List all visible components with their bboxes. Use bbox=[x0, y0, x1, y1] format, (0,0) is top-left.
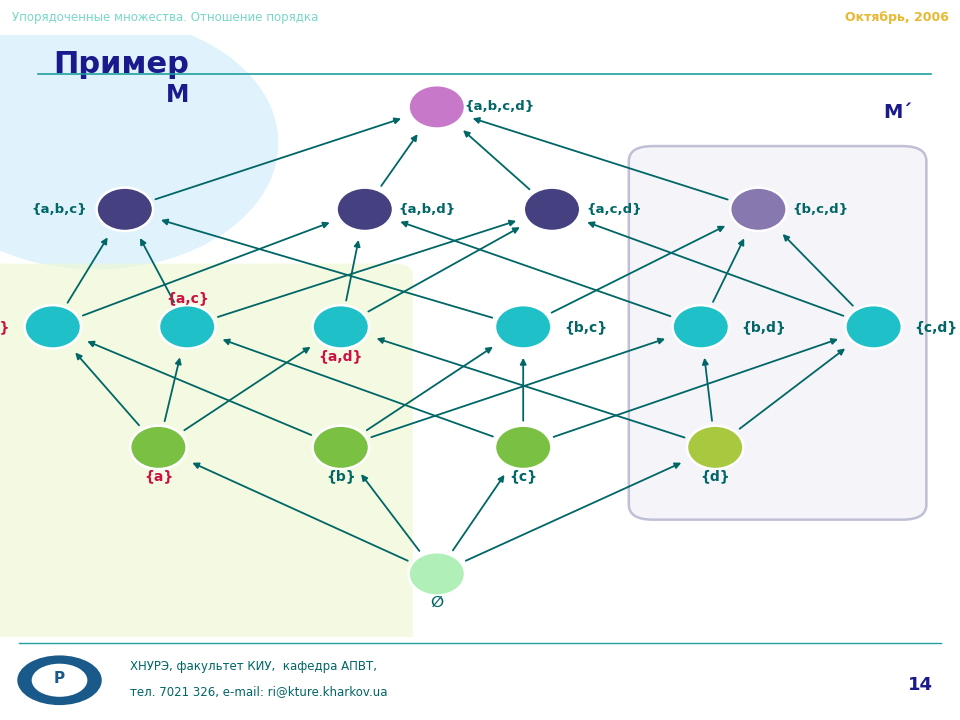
Text: {b,c}: {b,c} bbox=[564, 320, 607, 334]
Ellipse shape bbox=[25, 305, 81, 348]
Text: {a,b}: {a,b} bbox=[0, 320, 10, 334]
Ellipse shape bbox=[32, 664, 87, 697]
Text: {a,d}: {a,d} bbox=[319, 348, 363, 363]
Text: M: M bbox=[166, 83, 189, 107]
Ellipse shape bbox=[131, 426, 186, 469]
Text: {a,b,d}: {a,b,d} bbox=[398, 203, 456, 216]
Text: {c,d}: {c,d} bbox=[915, 320, 957, 334]
Ellipse shape bbox=[159, 305, 215, 348]
Text: тел. 7021 326, e-mail: ri@kture.kharkov.ua: тел. 7021 326, e-mail: ri@kture.kharkov.… bbox=[130, 685, 387, 698]
Text: {b,c,d}: {b,c,d} bbox=[793, 203, 849, 216]
Ellipse shape bbox=[687, 426, 743, 469]
Ellipse shape bbox=[97, 188, 153, 231]
Ellipse shape bbox=[495, 305, 551, 348]
Text: {a,b,c}: {a,b,c} bbox=[32, 203, 87, 216]
Text: ∅: ∅ bbox=[430, 595, 444, 611]
Text: {a,b,c,d}: {a,b,c,d} bbox=[464, 100, 535, 113]
Text: {a}: {a} bbox=[144, 469, 173, 483]
FancyBboxPatch shape bbox=[629, 146, 926, 520]
Ellipse shape bbox=[673, 305, 729, 348]
FancyBboxPatch shape bbox=[0, 264, 413, 661]
Text: 14: 14 bbox=[908, 676, 933, 694]
Text: Упорядоченные множества. Отношение порядка: Упорядоченные множества. Отношение поряд… bbox=[12, 12, 318, 24]
Text: Р: Р bbox=[54, 671, 65, 686]
Text: M´: M´ bbox=[883, 104, 912, 122]
Ellipse shape bbox=[495, 426, 551, 469]
Text: Октябрь, 2006: Октябрь, 2006 bbox=[845, 12, 948, 24]
Text: {d}: {d} bbox=[701, 469, 730, 483]
Ellipse shape bbox=[337, 188, 393, 231]
Ellipse shape bbox=[409, 85, 465, 129]
Ellipse shape bbox=[409, 552, 465, 595]
Text: {a,c,d}: {a,c,d} bbox=[587, 203, 642, 216]
Text: ХНУРЭ, факультет КИУ,  кафедра АПВТ,: ХНУРЭ, факультет КИУ, кафедра АПВТ, bbox=[130, 660, 376, 673]
Ellipse shape bbox=[17, 655, 102, 705]
Text: {b}: {b} bbox=[326, 469, 355, 483]
Ellipse shape bbox=[846, 305, 901, 348]
Text: {c}: {c} bbox=[509, 469, 538, 483]
Ellipse shape bbox=[313, 305, 369, 348]
Text: {b,d}: {b,d} bbox=[741, 320, 785, 334]
Ellipse shape bbox=[313, 426, 369, 469]
Text: Пример: Пример bbox=[53, 50, 189, 78]
Text: {a,c}: {a,c} bbox=[166, 291, 208, 305]
Ellipse shape bbox=[0, 17, 278, 269]
Ellipse shape bbox=[731, 188, 786, 231]
Ellipse shape bbox=[524, 188, 580, 231]
